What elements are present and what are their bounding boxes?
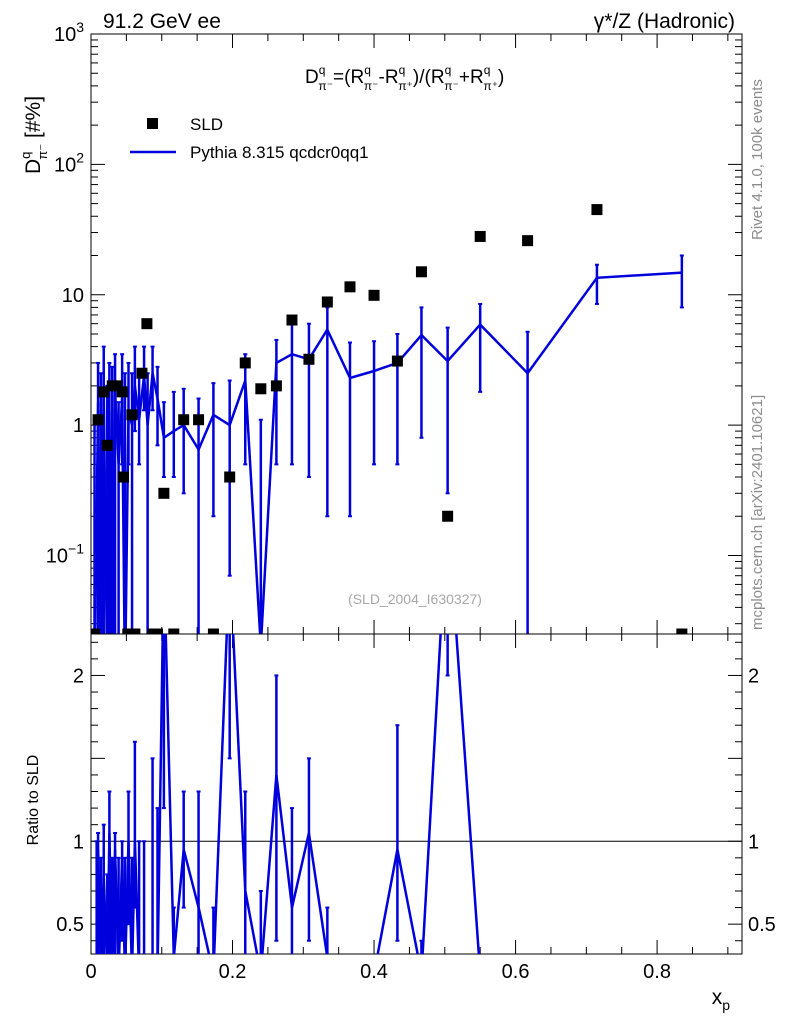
legend: SLD Pythia 8.315 qcdcr0qq1 (130, 115, 369, 162)
main-y-tick-labels: 10−1 1 10 102 103 (46, 19, 84, 568)
sld-point (92, 414, 104, 426)
sld-point (118, 471, 130, 483)
legend-sld-marker (147, 118, 158, 129)
ratio-axis-ticks (90, 634, 742, 954)
main-y-axis-title: Dq π⁻ [#%] (18, 96, 50, 174)
sld-point (116, 386, 128, 398)
ratio-y-tick-label-right: 2 (748, 665, 759, 687)
x-tick-labels: 0 0.2 0.4 0.6 0.8 (85, 961, 671, 983)
main-panel: 10−1 1 10 102 103 Dq π⁻ [#%] Dq π⁻=(Rq π⁻-Rq π⁺)… (18, 19, 743, 635)
main-axis-ticks (90, 33, 742, 634)
sld-point (239, 357, 251, 369)
ratio-series (94, 634, 481, 954)
main-y-tick-label: 102 (54, 149, 84, 176)
sld-point (270, 380, 282, 392)
sld-point (474, 230, 486, 242)
main-y-tick-label: 10−1 (46, 541, 84, 568)
sld-point (255, 383, 267, 395)
sld-point (158, 487, 170, 499)
x-tick-label: 0.2 (219, 961, 247, 983)
sld-point (415, 266, 427, 278)
ratio-y-tick-label-right: 0.5 (748, 914, 776, 936)
ratio-y-tick-label: 0.5 (56, 914, 84, 936)
ylabel-main: D (22, 159, 45, 174)
ratio-y-tick-labels: 0.5 0.5 1 1 2 2 (56, 665, 776, 936)
sld-point (178, 414, 190, 426)
ylabel-sub: π⁻ (35, 144, 50, 160)
x-tick-label: 0.6 (502, 961, 530, 983)
ratio-y-tick-label-right: 1 (748, 831, 759, 853)
sld-series (91, 204, 688, 634)
mcplots-label: mcplots.cern.ch [arXiv:2401.10621] (749, 395, 766, 630)
sld-point (344, 281, 356, 293)
sld-point (207, 628, 219, 634)
sld-point (111, 380, 123, 392)
sld-point (193, 414, 205, 426)
ylabel-unit: [#%] (22, 96, 45, 144)
legend-sld-label: SLD (190, 115, 223, 134)
sld-point (91, 628, 101, 634)
sld-point (368, 289, 380, 301)
pythia-series (92, 254, 684, 634)
sld-point (442, 510, 454, 522)
process-label: γ*/Z (Hadronic) (594, 10, 735, 33)
analysis-watermark: (SLD_2004_I630327) (348, 591, 482, 607)
main-y-tick-label: 103 (54, 19, 84, 46)
energy-label: 91.2 GeV ee (103, 10, 221, 33)
pythia-line (93, 271, 682, 634)
ratio-line (95, 634, 481, 954)
sld-point (676, 628, 688, 634)
ylabel-sup: q (18, 152, 33, 159)
sld-point (122, 628, 134, 634)
sld-point (321, 296, 333, 308)
sld-point (522, 235, 534, 247)
main-y-tick-label: 10 (62, 285, 84, 307)
sld-point (391, 355, 403, 367)
sld-point (591, 204, 603, 216)
sld-point (152, 628, 164, 634)
sld-point (101, 439, 113, 451)
sld-point (98, 386, 110, 398)
sld-point (303, 353, 315, 365)
x-axis-title: xp (712, 986, 731, 1013)
main-frame (90, 33, 743, 635)
legend-pythia-label: Pythia 8.315 qcdcr0qq1 (190, 143, 369, 162)
sld-point (224, 471, 236, 483)
sld-point (141, 318, 153, 330)
main-y-tick-label: 1 (73, 415, 84, 437)
sld-point (136, 367, 148, 379)
x-tick-label: 0.4 (360, 961, 388, 983)
ratio-panel: 0.5 0.5 1 1 2 2 0 0.2 0.4 0.6 0.8 Ratio to SLD xp (25, 633, 776, 1013)
sld-point (286, 314, 298, 326)
x-tick-label: 0 (85, 961, 96, 983)
sld-point (126, 409, 138, 421)
x-tick-label: 0.8 (643, 961, 671, 983)
rivet-label: Rivet 4.1.0, 100k events (749, 79, 766, 240)
sld-point (168, 628, 180, 634)
ratio-y-tick-label: 1 (73, 831, 84, 853)
main-chart-title: Dq π⁻=(Rq π⁻-Rq π⁺)/(Rq π⁻+Rq π⁺) (305, 63, 504, 93)
sld-point (129, 628, 141, 634)
ratio-frame (90, 633, 743, 955)
ratio-y-tick-label: 2 (73, 665, 84, 687)
svg-text:Dqπ⁻ [#%]: Dq π⁻ [#%] (18, 96, 50, 174)
ratio-y-axis-title: Ratio to SLD (25, 755, 42, 846)
